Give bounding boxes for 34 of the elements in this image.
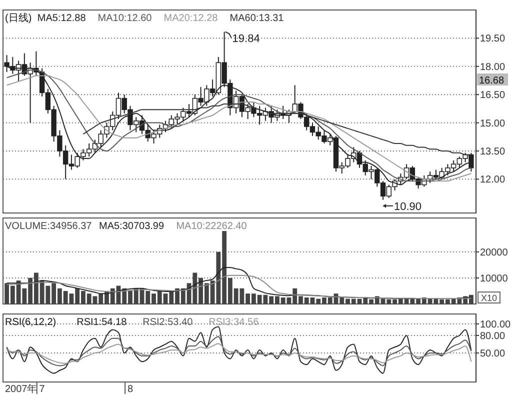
line-series: [6, 343, 472, 364]
y-tick-label: 50.00: [480, 348, 506, 360]
y-tick-label: 16.50: [480, 90, 506, 102]
annotation: 19.84: [232, 32, 260, 45]
y-tick-label: 15.00: [480, 118, 506, 130]
y-tick-label: 10000: [480, 273, 508, 284]
x-tick-label: 8: [127, 384, 134, 395]
text: VOLUME:34956.37: [5, 221, 92, 232]
series-label: RSI3:34.56: [208, 317, 260, 328]
y-tick-label: 80.00: [480, 331, 506, 342]
annotation: 10.90: [394, 200, 422, 213]
line-series: [6, 274, 472, 300]
text: MA10:22262.40: [176, 221, 248, 232]
line-series: [6, 336, 472, 366]
y-tick-label: 13.50: [480, 146, 506, 158]
y-tick-label: 12.00: [480, 174, 506, 186]
y-tick-label: 20000: [480, 247, 508, 258]
text: MA5:12.88: [37, 13, 86, 24]
x-tick-label: 7: [39, 384, 46, 395]
chart-title: RSI(6,12,2): [5, 317, 56, 328]
text: MA20:12.28: [164, 13, 218, 24]
y-tick-label: 100.00: [480, 319, 512, 330]
text: MA5:30703.99: [99, 221, 164, 232]
text: MA10:12.60: [98, 13, 152, 24]
y-tick-label: 18.00: [480, 62, 506, 73]
y-tick-label: 19.50: [480, 34, 506, 45]
line-series: [6, 326, 472, 374]
text: MA60:13.31: [230, 13, 284, 24]
chart-title: (日线): [5, 12, 32, 24]
x-axis-title: 2007年: [5, 383, 38, 395]
text: X10: [480, 293, 498, 303]
series-label: RSI2:53.40: [142, 317, 194, 328]
series-label: RSI1:54.18: [76, 317, 128, 328]
text: 16.68: [479, 75, 504, 86]
